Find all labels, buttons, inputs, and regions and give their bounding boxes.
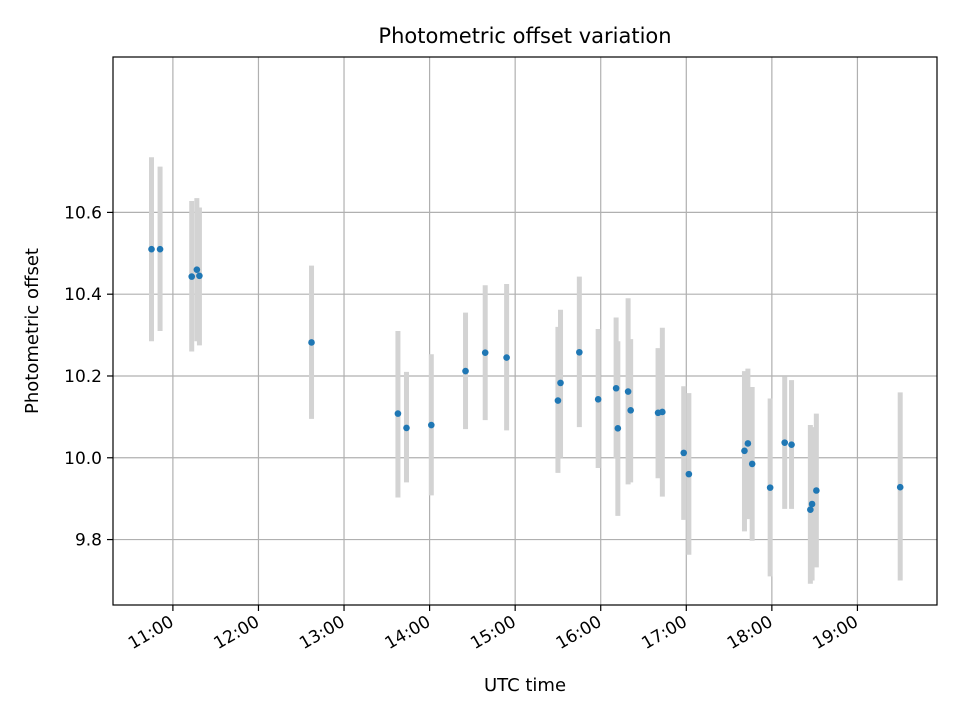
- data-point-29: [788, 441, 795, 448]
- data-point-5: [308, 339, 315, 346]
- y-tick-label: 10.4: [64, 285, 102, 305]
- data-point-4: [196, 272, 203, 280]
- y-tick-label: 10.0: [64, 449, 102, 469]
- data-point-32: [813, 487, 820, 494]
- data-point-16: [612, 384, 620, 392]
- data-point-11: [503, 354, 510, 361]
- data-point-18: [624, 388, 632, 395]
- data-point-3: [193, 266, 201, 273]
- plot-frame: [112, 56, 938, 606]
- data-point-10: [481, 349, 489, 356]
- data-point-24: [741, 447, 748, 455]
- data-point-28: [781, 439, 788, 446]
- data-point-22: [680, 449, 688, 457]
- data-point-2: [188, 273, 196, 280]
- data-point-31: [808, 500, 816, 508]
- data-points: [148, 245, 904, 514]
- data-point-26: [748, 460, 756, 468]
- data-point-13: [557, 379, 564, 387]
- chart-title: Photometric offset variation: [378, 24, 671, 48]
- data-point-23: [685, 470, 693, 478]
- data-point-19: [627, 407, 634, 414]
- data-point-8: [428, 421, 435, 429]
- y-tick-label: 10.2: [64, 367, 102, 387]
- data-point-15: [594, 395, 602, 403]
- data-point-21: [659, 408, 666, 416]
- data-point-12: [554, 397, 562, 404]
- data-point-25: [744, 440, 752, 447]
- data-point-17: [614, 425, 622, 432]
- y-tick-label: 9.8: [75, 531, 102, 551]
- data-point-14: [576, 348, 583, 356]
- y-tick-label: 10.6: [64, 203, 102, 223]
- data-point-33: [896, 483, 904, 491]
- data-point-9: [462, 367, 469, 375]
- y-axis-ticks: 9.8 10.0 10.2 10.4 10.6: [64, 203, 113, 551]
- data-point-27: [766, 484, 774, 491]
- data-point-0: [148, 245, 155, 253]
- data-point-7: [403, 424, 410, 432]
- data-point-6: [394, 410, 402, 417]
- data-point-1: [156, 245, 164, 253]
- data-point-30: [807, 506, 814, 514]
- x-axis-label: UTC time: [484, 675, 566, 696]
- grid-lines: [113, 57, 937, 605]
- y-axis-label: Photometric offset: [22, 248, 43, 414]
